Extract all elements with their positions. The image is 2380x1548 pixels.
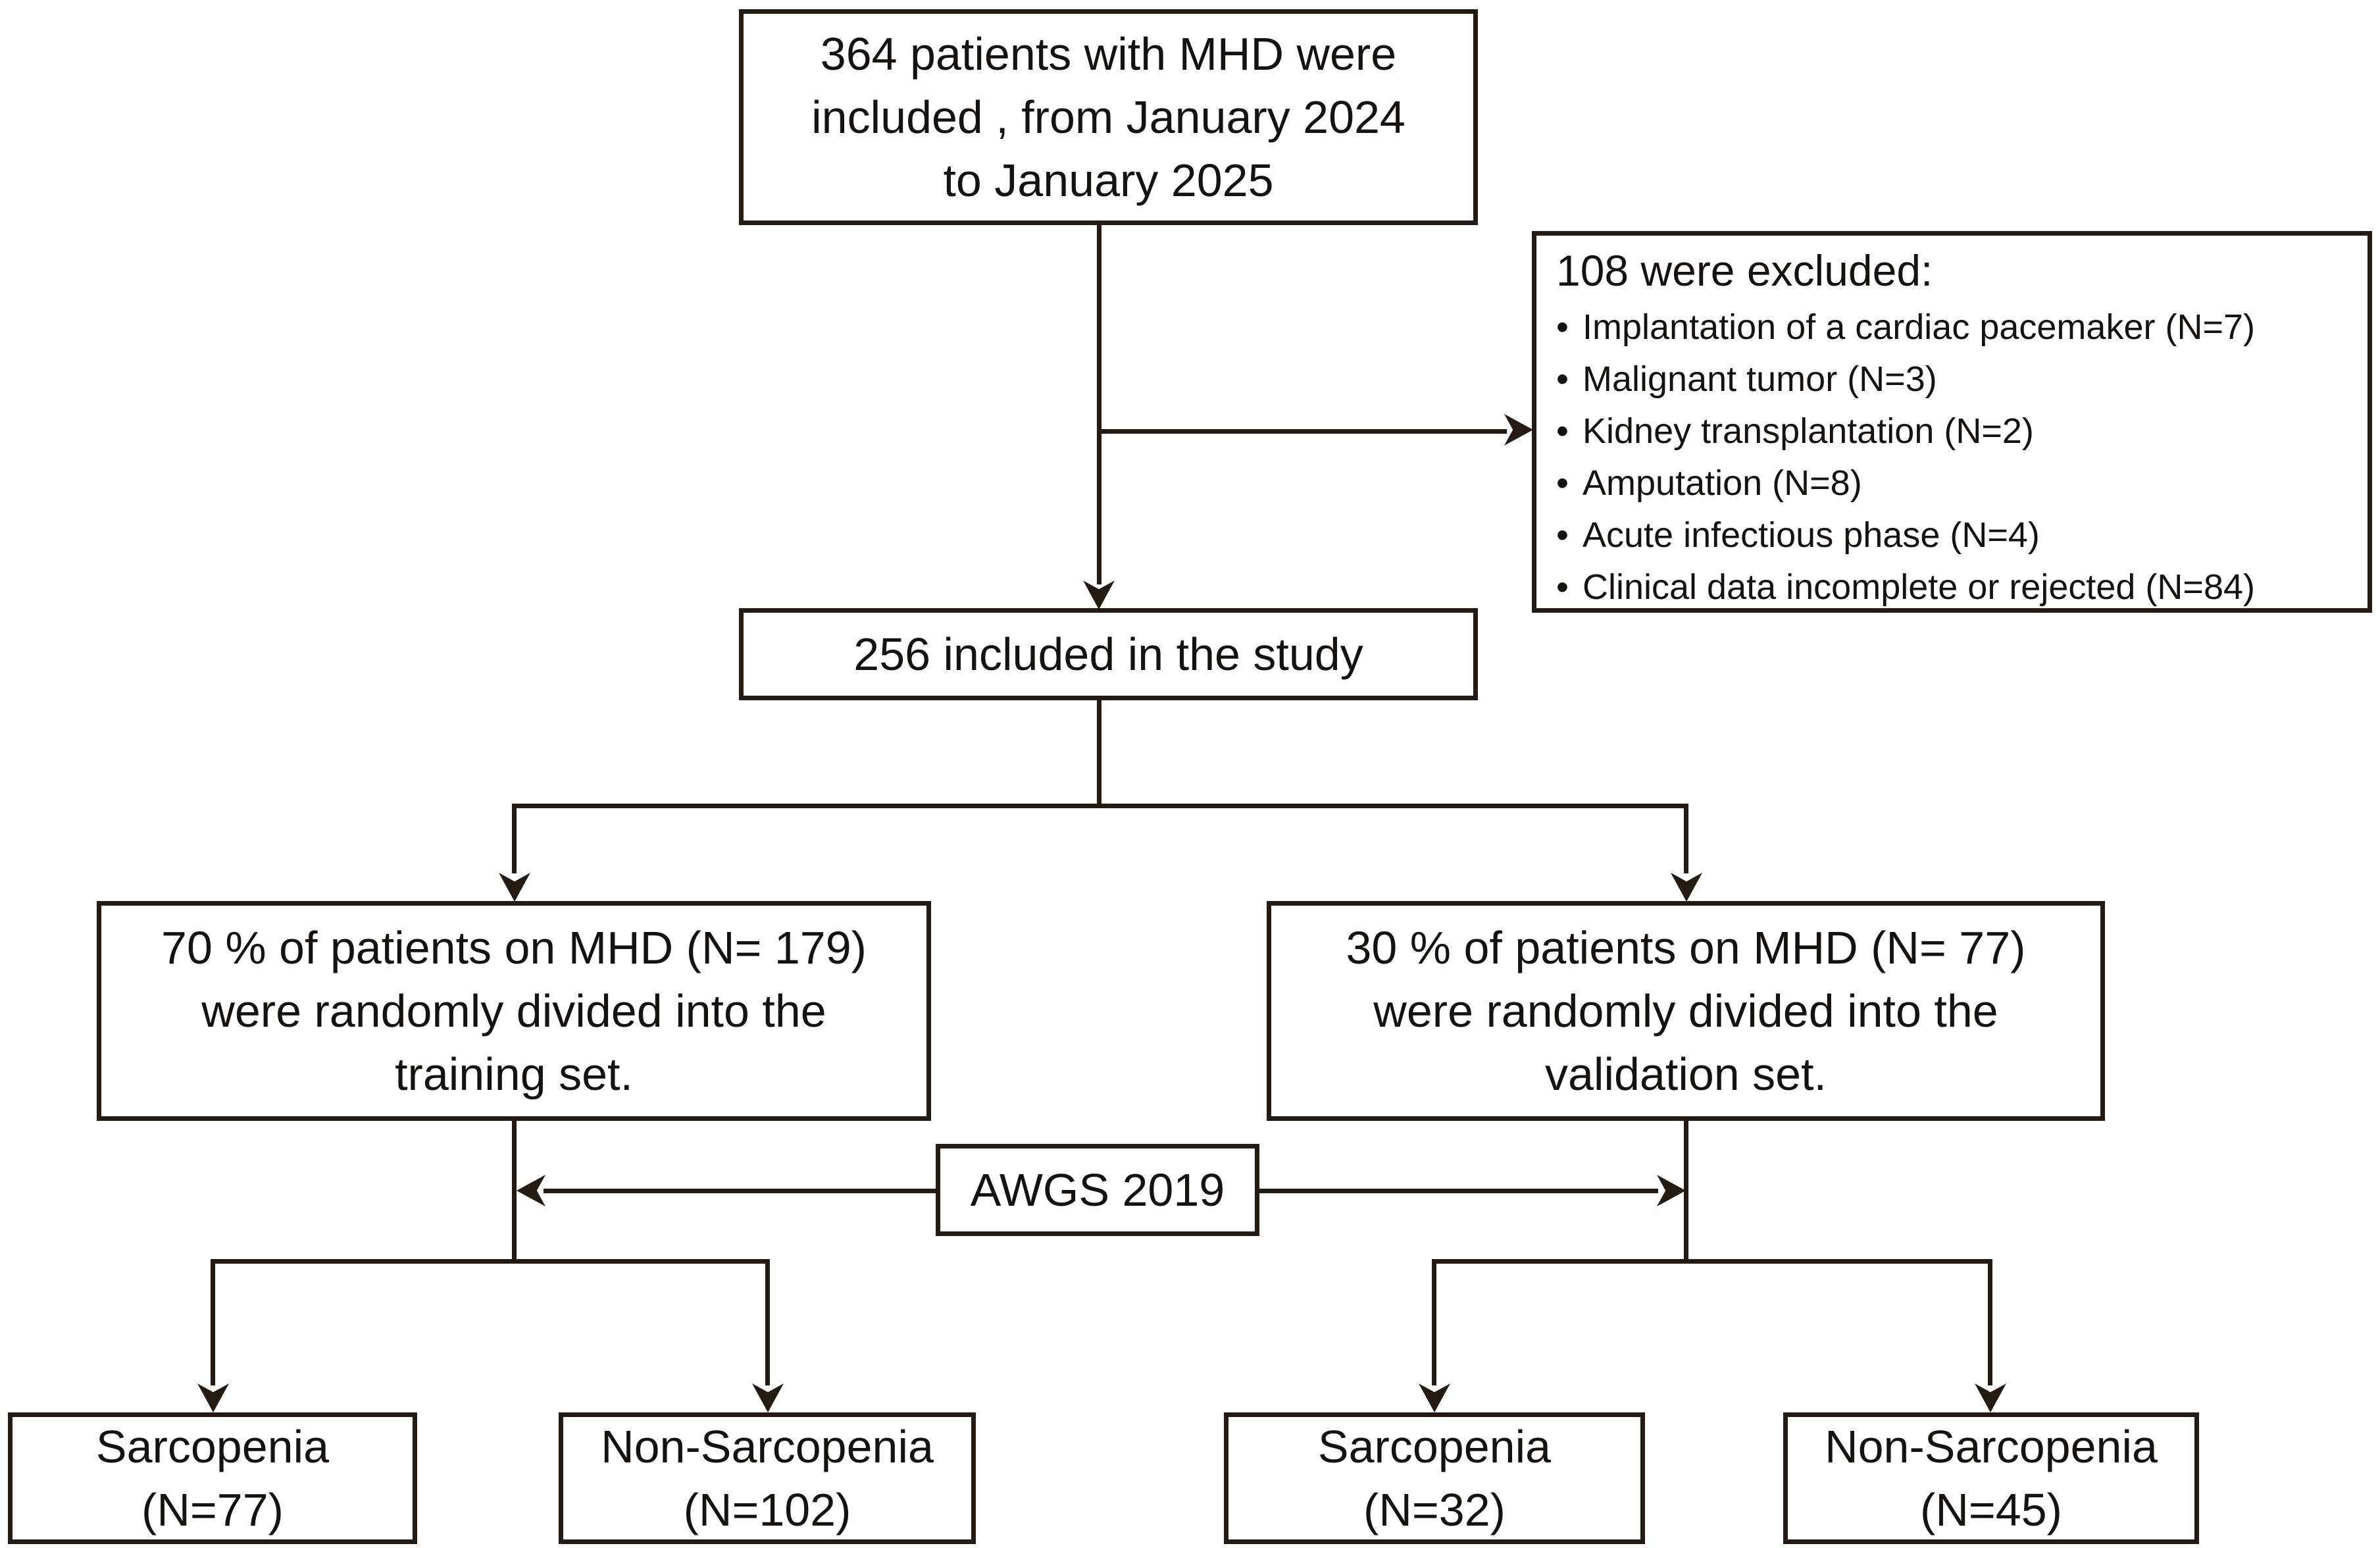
connector-awgs-left bbox=[544, 1189, 936, 1193]
connector-training-down bbox=[512, 1121, 517, 1262]
excluded-item: • Malignant tumor (N=3) bbox=[1556, 353, 2255, 405]
enrollment-line: 364 patients with MHD were bbox=[820, 28, 1397, 80]
connector-validation-down bbox=[1684, 1121, 1688, 1262]
validation-sarcopenia-line: (N=32) bbox=[1363, 1484, 1506, 1535]
arrowhead-down-included bbox=[1083, 580, 1115, 609]
excluded-item-text: Kidney transplantation (N=2) bbox=[1582, 411, 2034, 451]
arrowhead-down-training-non-sarcopenia bbox=[752, 1383, 784, 1412]
connector-to-validation-non-sarcopenia bbox=[1988, 1259, 1992, 1385]
training-line: training set. bbox=[395, 1048, 633, 1100]
arrowhead-down-training bbox=[499, 873, 530, 902]
enrollment-line: to January 2025 bbox=[943, 155, 1274, 206]
excluded-item: • Kidney transplantation (N=2) bbox=[1556, 405, 2255, 457]
split-bracket bbox=[512, 804, 1688, 808]
bullet-icon: • bbox=[1556, 411, 1569, 451]
excluded-item: • Acute infectious phase (N=4) bbox=[1556, 509, 2255, 561]
arrowhead-down-validation bbox=[1671, 873, 1702, 902]
enrollment-box: 364 patients with MHD were included , fr… bbox=[739, 9, 1478, 225]
awgs-criteria-box: AWGS 2019 bbox=[936, 1144, 1259, 1236]
arrowhead-right-awgs bbox=[1657, 1175, 1686, 1206]
arrowhead-down-validation-sarcopenia bbox=[1419, 1383, 1450, 1412]
included-label: 256 included in the study bbox=[853, 629, 1363, 680]
connector-to-excluded bbox=[1099, 429, 1507, 434]
bullet-icon: • bbox=[1556, 359, 1569, 399]
excluded-title: 108 were excluded: bbox=[1556, 246, 1933, 295]
arrowhead-right-excluded bbox=[1504, 414, 1533, 446]
validation-sarcopenia-box: Sarcopenia (N=32) bbox=[1224, 1412, 1645, 1544]
connector-enrollment-to-included bbox=[1097, 225, 1101, 584]
training-line: were randomly divided into the bbox=[201, 985, 826, 1037]
connector-split-to-validation bbox=[1684, 804, 1688, 873]
connector-included-to-split bbox=[1097, 700, 1101, 808]
excluded-list: • Implantation of a cardiac pacemaker (N… bbox=[1556, 301, 2255, 613]
excluded-item-text: Clinical data incomplete or rejected (N=… bbox=[1582, 567, 2255, 607]
validation-non-sarcopenia-box: Non-Sarcopenia (N=45) bbox=[1783, 1412, 2199, 1544]
training-sarcopenia-line: (N=77) bbox=[141, 1484, 284, 1535]
validation-outcome-bracket bbox=[1432, 1259, 1992, 1264]
excluded-box: 108 were excluded: • Implantation of a c… bbox=[1532, 231, 2372, 613]
validation-line: validation set. bbox=[1544, 1048, 1827, 1100]
connector-awgs-right bbox=[1259, 1189, 1658, 1193]
connector-to-validation-sarcopenia bbox=[1432, 1259, 1436, 1385]
training-outcome-bracket bbox=[211, 1259, 770, 1264]
validation-set-box: 30 % of patients on MHD (N= 77) were ran… bbox=[1267, 901, 2105, 1121]
validation-non-sarcopenia-line: Non-Sarcopenia bbox=[1825, 1421, 2158, 1472]
validation-sarcopenia-line: Sarcopenia bbox=[1317, 1421, 1552, 1472]
training-sarcopenia-box: Sarcopenia (N=77) bbox=[8, 1412, 417, 1544]
validation-line: 30 % of patients on MHD (N= 77) bbox=[1346, 922, 2026, 973]
excluded-item-text: Amputation (N=8) bbox=[1582, 463, 1862, 503]
training-non-sarcopenia-box: Non-Sarcopenia (N=102) bbox=[559, 1412, 976, 1544]
bullet-icon: • bbox=[1556, 463, 1569, 503]
arrowhead-down-training-sarcopenia bbox=[197, 1383, 229, 1412]
bullet-icon: • bbox=[1556, 567, 1569, 607]
enrollment-line: included , from January 2024 bbox=[811, 91, 1405, 143]
bullet-icon: • bbox=[1556, 515, 1569, 555]
excluded-item-text: Acute infectious phase (N=4) bbox=[1582, 515, 2040, 555]
connector-to-training-non-sarcopenia bbox=[765, 1259, 770, 1385]
arrowhead-down-validation-non-sarcopenia bbox=[1975, 1383, 2006, 1412]
training-sarcopenia-line: Sarcopenia bbox=[95, 1421, 330, 1472]
training-line: 70 % of patients on MHD (N= 179) bbox=[161, 922, 867, 973]
validation-non-sarcopenia-line: (N=45) bbox=[1920, 1484, 2062, 1535]
validation-line: were randomly divided into the bbox=[1373, 985, 1998, 1037]
excluded-item: • Clinical data incomplete or rejected (… bbox=[1556, 561, 2255, 613]
bullet-icon: • bbox=[1556, 307, 1569, 347]
awgs-label: AWGS 2019 bbox=[970, 1164, 1225, 1216]
excluded-item: • Implantation of a cardiac pacemaker (N… bbox=[1556, 301, 2255, 353]
training-non-sarcopenia-line: (N=102) bbox=[683, 1484, 851, 1535]
included-box: 256 included in the study bbox=[739, 608, 1478, 700]
connector-split-to-training bbox=[512, 804, 517, 873]
excluded-item-text: Implantation of a cardiac pacemaker (N=7… bbox=[1582, 307, 2255, 347]
training-non-sarcopenia-line: Non-Sarcopenia bbox=[601, 1421, 934, 1472]
training-set-box: 70 % of patients on MHD (N= 179) were ra… bbox=[97, 901, 931, 1121]
arrowhead-left-awgs bbox=[517, 1175, 545, 1206]
connector-to-training-sarcopenia bbox=[211, 1259, 215, 1385]
excluded-item: • Amputation (N=8) bbox=[1556, 457, 2255, 509]
excluded-item-text: Malignant tumor (N=3) bbox=[1582, 359, 1937, 399]
